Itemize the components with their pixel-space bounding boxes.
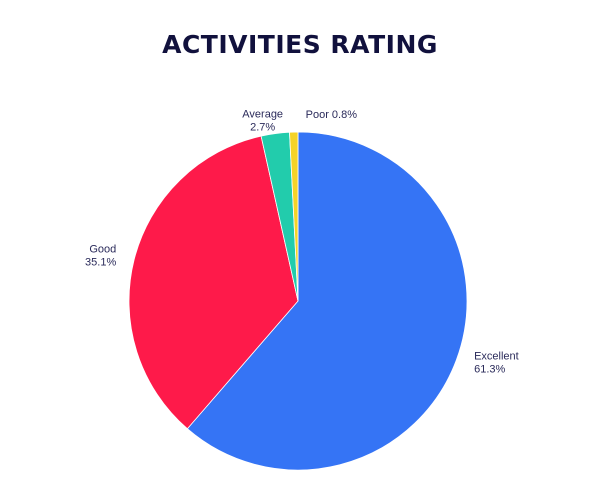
- pie-slice-poor: [289, 131, 299, 302]
- slice-label-poor: Poor 0.8%: [306, 109, 358, 121]
- slice-labels: Excellent 61.3% Good 35.1% Average 2.7% Poor 0…: [85, 109, 519, 376]
- pie-slices: [128, 131, 468, 471]
- chart-title: ACTIVITIES RATING: [162, 30, 438, 59]
- slice-label-good: Good 35.1%: [85, 244, 116, 269]
- slice-label-average: Average 2.7%: [242, 109, 283, 134]
- pie-slice-good: [128, 135, 299, 430]
- pie-slice-excellent: [186, 131, 468, 471]
- slice-label-excellent: Excellent 61.3%: [474, 350, 519, 375]
